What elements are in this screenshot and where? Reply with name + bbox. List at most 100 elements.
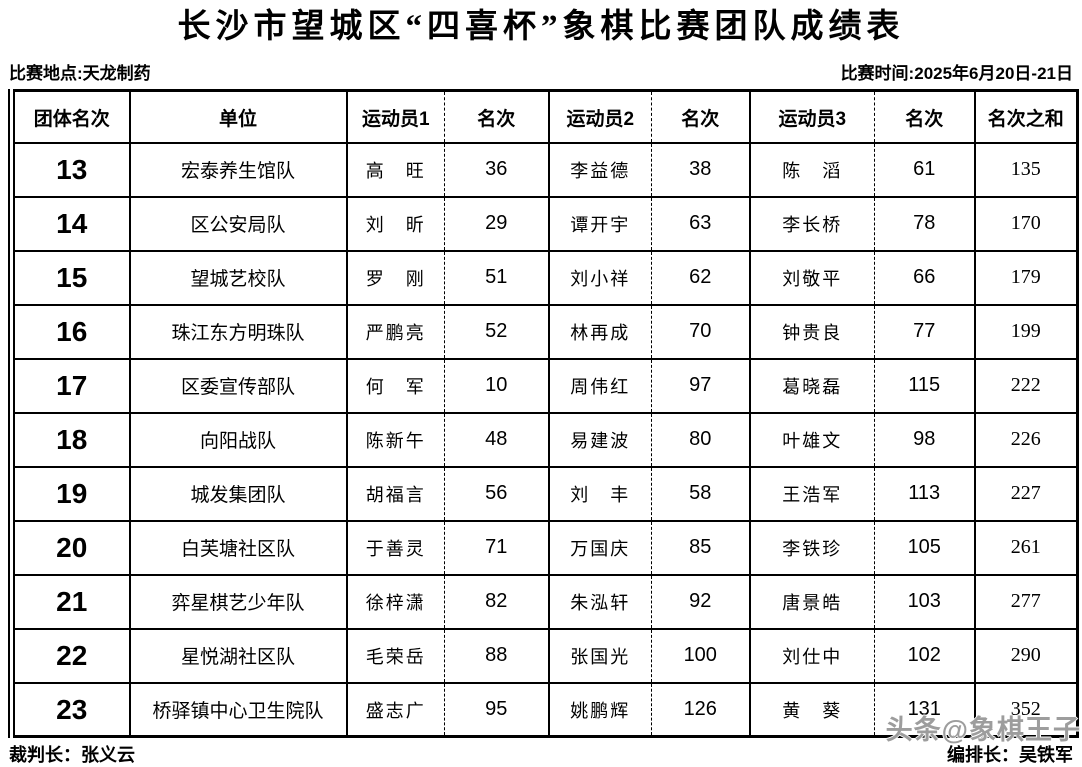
- results-table: 团体名次 单位 运动员1 名次 运动员2 名次 运动员3 名次 名次之和 13 宏…: [8, 89, 1079, 739]
- player1-cell: 毛荣岳: [345, 627, 445, 683]
- player2-cell: 朱泓轩: [547, 573, 652, 629]
- table-row: 21 弈星棋艺少年队 徐梓潇 82 朱泓轩 92 唐景皓 103 277: [11, 573, 1078, 629]
- referee-name: 张义云: [81, 745, 135, 765]
- table-row: 20 白芙塘社区队 于善灵 71 万国庆 85 李铁珍 105 261: [11, 519, 1078, 575]
- arranger-label: 编排长：: [947, 745, 1019, 765]
- referee-info: 裁判长：张义云: [9, 741, 135, 767]
- table-row: 14 区公安局队刘 昕 29 谭开宇 63 李长桥 78 170: [11, 195, 1078, 251]
- team-rank-cell: 13: [11, 141, 130, 197]
- table-row: 15 望城艺校队罗 刚 51 刘小祥 62 刘敬平 66 179: [11, 249, 1078, 305]
- player1-cell: 严鹏亮: [345, 303, 445, 359]
- player3-cell: 叶雄文: [748, 411, 875, 467]
- header-unit: 单位: [128, 89, 347, 143]
- player3-cell: 李铁珍: [748, 519, 875, 575]
- rank-sum-cell: 261: [973, 519, 1078, 575]
- unit-cell: 区公安局队: [128, 195, 347, 251]
- rank1-cell: 29: [444, 195, 549, 251]
- header-row: 团体名次 单位 运动员1 名次 运动员2 名次 运动员3 名次 名次之和: [11, 89, 1078, 143]
- header-player2: 运动员2: [547, 89, 652, 143]
- rank3-cell: 78: [874, 195, 975, 251]
- referee-label: 裁判长：: [9, 745, 81, 765]
- page-title: 长沙市望城区“四喜杯”象棋比赛团队成绩表: [177, 9, 905, 45]
- rank-sum-cell: 170: [973, 195, 1078, 251]
- rank3-cell: 77: [874, 303, 975, 359]
- header-rank2: 名次: [651, 89, 750, 143]
- table-row: 22 星悦湖社区队 毛荣岳 88 张国光 100 刘仕中 102 290: [11, 627, 1078, 683]
- rank2-cell: 92: [651, 573, 750, 629]
- rank2-cell: 38: [651, 141, 750, 197]
- rank1-cell: 36: [444, 141, 549, 197]
- rank1-cell: 10: [444, 357, 549, 413]
- player3-cell: 陈 滔: [748, 141, 875, 197]
- player2-cell: 刘小祥: [547, 249, 652, 305]
- unit-cell: 城发集团队: [128, 465, 347, 521]
- team-rank-cell: 23: [11, 681, 130, 737]
- rank1-cell: 52: [444, 303, 549, 359]
- arranger-name: 吴铁军: [1019, 745, 1073, 765]
- player1-cell: 盛志广: [345, 681, 445, 737]
- team-rank-cell: 20: [11, 519, 130, 575]
- rank1-cell: 88: [444, 627, 549, 683]
- header-player1: 运动员1: [345, 89, 445, 143]
- player1-cell: 何 军: [345, 357, 445, 413]
- venue-value: 天龙制药: [82, 64, 151, 84]
- time-label: 比赛时间:: [840, 64, 915, 84]
- rank3-cell: 105: [874, 519, 975, 575]
- player1-cell: 陈新午: [345, 411, 445, 467]
- rank-sum-cell: 222: [973, 357, 1078, 413]
- rank-sum-cell: 179: [973, 249, 1078, 305]
- rank3-cell: 98: [874, 411, 975, 467]
- rank2-cell: 62: [651, 249, 750, 305]
- rank-sum-cell: 290: [973, 627, 1078, 683]
- rank3-cell: 131: [874, 681, 975, 737]
- team-rank-cell: 18: [11, 411, 130, 467]
- arranger-info: 编排长：吴铁军: [947, 741, 1073, 767]
- unit-cell: 珠江东方明珠队: [128, 303, 347, 359]
- rank3-cell: 115: [874, 357, 975, 413]
- rank-sum-cell: 227: [973, 465, 1078, 521]
- venue-label: 比赛地点:: [9, 64, 83, 84]
- player2-cell: 易建波: [547, 411, 652, 467]
- player1-cell: 高 旺: [345, 141, 445, 197]
- rank3-cell: 103: [874, 573, 975, 629]
- table-row: 17 区委宣传部队何 军 10 周伟红 97 葛晓磊 115 222: [11, 357, 1078, 413]
- rank1-cell: 95: [444, 681, 549, 737]
- rank3-cell: 113: [874, 465, 975, 521]
- header-rank-sum: 名次之和: [973, 89, 1078, 143]
- meta-row: 比赛地点:天龙制药 比赛时间:2025年6月20日-21日: [0, 59, 1082, 84]
- time-value: 2025年6月20日-21日: [914, 64, 1073, 84]
- rank3-cell: 61: [874, 141, 975, 197]
- table-row: 13 宏泰养生馆队高 旺 36 李益德 38 陈 滔 61 135: [11, 141, 1078, 197]
- table-row: 19 城发集团队 胡福言 56 刘 丰 58 王浩军 113 227: [11, 465, 1078, 521]
- time-info: 比赛时间:2025年6月20日-21日: [841, 59, 1073, 84]
- player1-cell: 罗 刚: [345, 249, 445, 305]
- rank-sum-cell: 352: [973, 681, 1078, 737]
- rank2-cell: 70: [651, 303, 750, 359]
- rank2-cell: 97: [651, 357, 750, 413]
- team-rank-cell: 21: [11, 573, 130, 629]
- player2-cell: 刘 丰: [547, 465, 652, 521]
- player1-cell: 胡福言: [345, 465, 445, 521]
- player2-cell: 张国光: [547, 627, 652, 683]
- header-rank3: 名次: [874, 89, 975, 143]
- rank1-cell: 82: [444, 573, 549, 629]
- unit-cell: 区委宣传部队: [128, 357, 347, 413]
- rank2-cell: 126: [651, 681, 750, 737]
- unit-cell: 白芙塘社区队: [128, 519, 347, 575]
- unit-cell: 向阳战队: [128, 411, 347, 467]
- rank-sum-cell: 135: [973, 141, 1078, 197]
- player3-cell: 王浩军: [748, 465, 875, 521]
- player3-cell: 李长桥: [748, 195, 875, 251]
- player2-cell: 谭开宇: [547, 195, 652, 251]
- player2-cell: 姚鹏辉: [547, 681, 652, 737]
- team-rank-cell: 16: [11, 303, 130, 359]
- rank1-cell: 71: [444, 519, 549, 575]
- player1-cell: 刘 昕: [345, 195, 445, 251]
- player3-cell: 黄 葵: [748, 681, 875, 737]
- header-team-rank: 团体名次: [11, 89, 130, 143]
- player1-cell: 于善灵: [345, 519, 445, 575]
- rank3-cell: 102: [874, 627, 975, 683]
- unit-cell: 望城艺校队: [128, 249, 347, 305]
- player2-cell: 林再成: [547, 303, 652, 359]
- team-rank-cell: 19: [11, 465, 130, 521]
